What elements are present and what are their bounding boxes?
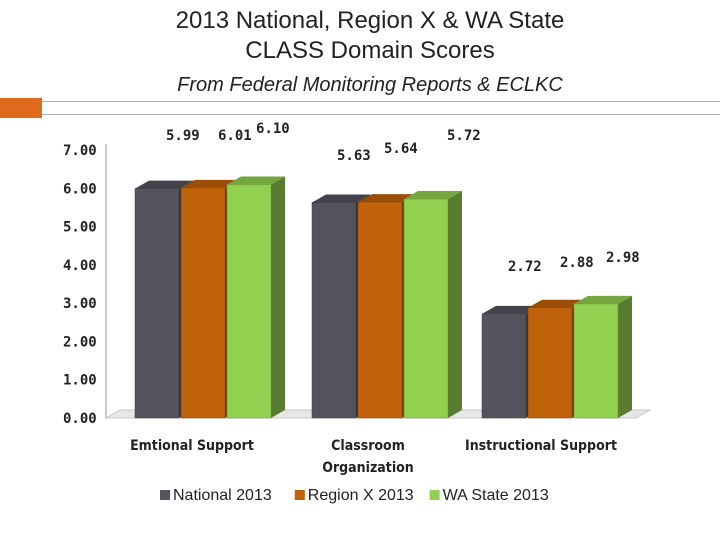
category-label: Organization: [322, 460, 414, 476]
bar-top: [404, 191, 462, 200]
chart-title-line2: CLASS Domain Scores: [245, 37, 495, 64]
legend-swatch: [429, 490, 440, 500]
y-tick-label: 1.00: [63, 373, 97, 389]
legend-swatch: [294, 490, 305, 500]
bar: [403, 198, 449, 419]
chart-subtitle: From Federal Monitoring Reports & ECLKC: [177, 74, 563, 96]
bar-top: [482, 305, 540, 314]
data-label: 5.72: [447, 128, 481, 144]
y-tick-label: 0.00: [63, 411, 97, 427]
bar-top: [227, 176, 285, 185]
bar: [226, 184, 272, 419]
bar-top: [574, 295, 632, 304]
bar: [357, 201, 403, 419]
category-label: Instructional Support: [465, 438, 617, 454]
chart-title-line1: 2013 National, Region X & WA State: [175, 7, 565, 34]
bar-side: [271, 176, 285, 418]
data-label: 6.01: [218, 128, 252, 144]
legend-label: Region X 2013: [308, 487, 414, 504]
bar: [481, 313, 527, 419]
bar: [527, 307, 573, 419]
y-tick-label: 3.00: [63, 296, 97, 312]
bar-top: [135, 180, 193, 189]
data-label: 5.63: [337, 148, 371, 164]
bar-top: [181, 179, 239, 188]
bar-top: [358, 194, 416, 203]
data-label: 2.88: [560, 255, 594, 271]
bar-top: [312, 194, 370, 203]
bar: [134, 188, 180, 419]
data-label: 2.98: [606, 250, 640, 266]
bar: [573, 303, 619, 419]
y-tick-label: 2.00: [63, 334, 97, 350]
category-label: Emtional Support: [130, 438, 254, 454]
y-tick-label: 5.00: [63, 220, 97, 236]
y-tick-label: 6.00: [63, 181, 97, 197]
data-label: 2.72: [508, 259, 542, 275]
bar-side: [618, 295, 632, 418]
accent-rule: [42, 101, 720, 115]
bar-side: [448, 191, 462, 418]
legend-swatch: [160, 490, 170, 500]
bar: [311, 202, 357, 419]
accent-block: [0, 98, 42, 118]
data-label: 5.99: [166, 128, 200, 144]
y-tick-label: 7.00: [63, 143, 97, 159]
bar: [180, 187, 226, 419]
bar-top: [528, 299, 586, 308]
legend-label: WA State 2013: [443, 487, 549, 504]
data-label: 5.64: [384, 141, 418, 157]
legend-label: National 2013: [173, 487, 272, 504]
category-label: Classroom: [331, 438, 405, 454]
data-label: 6.10: [256, 121, 290, 137]
y-tick-label: 4.00: [63, 258, 97, 274]
